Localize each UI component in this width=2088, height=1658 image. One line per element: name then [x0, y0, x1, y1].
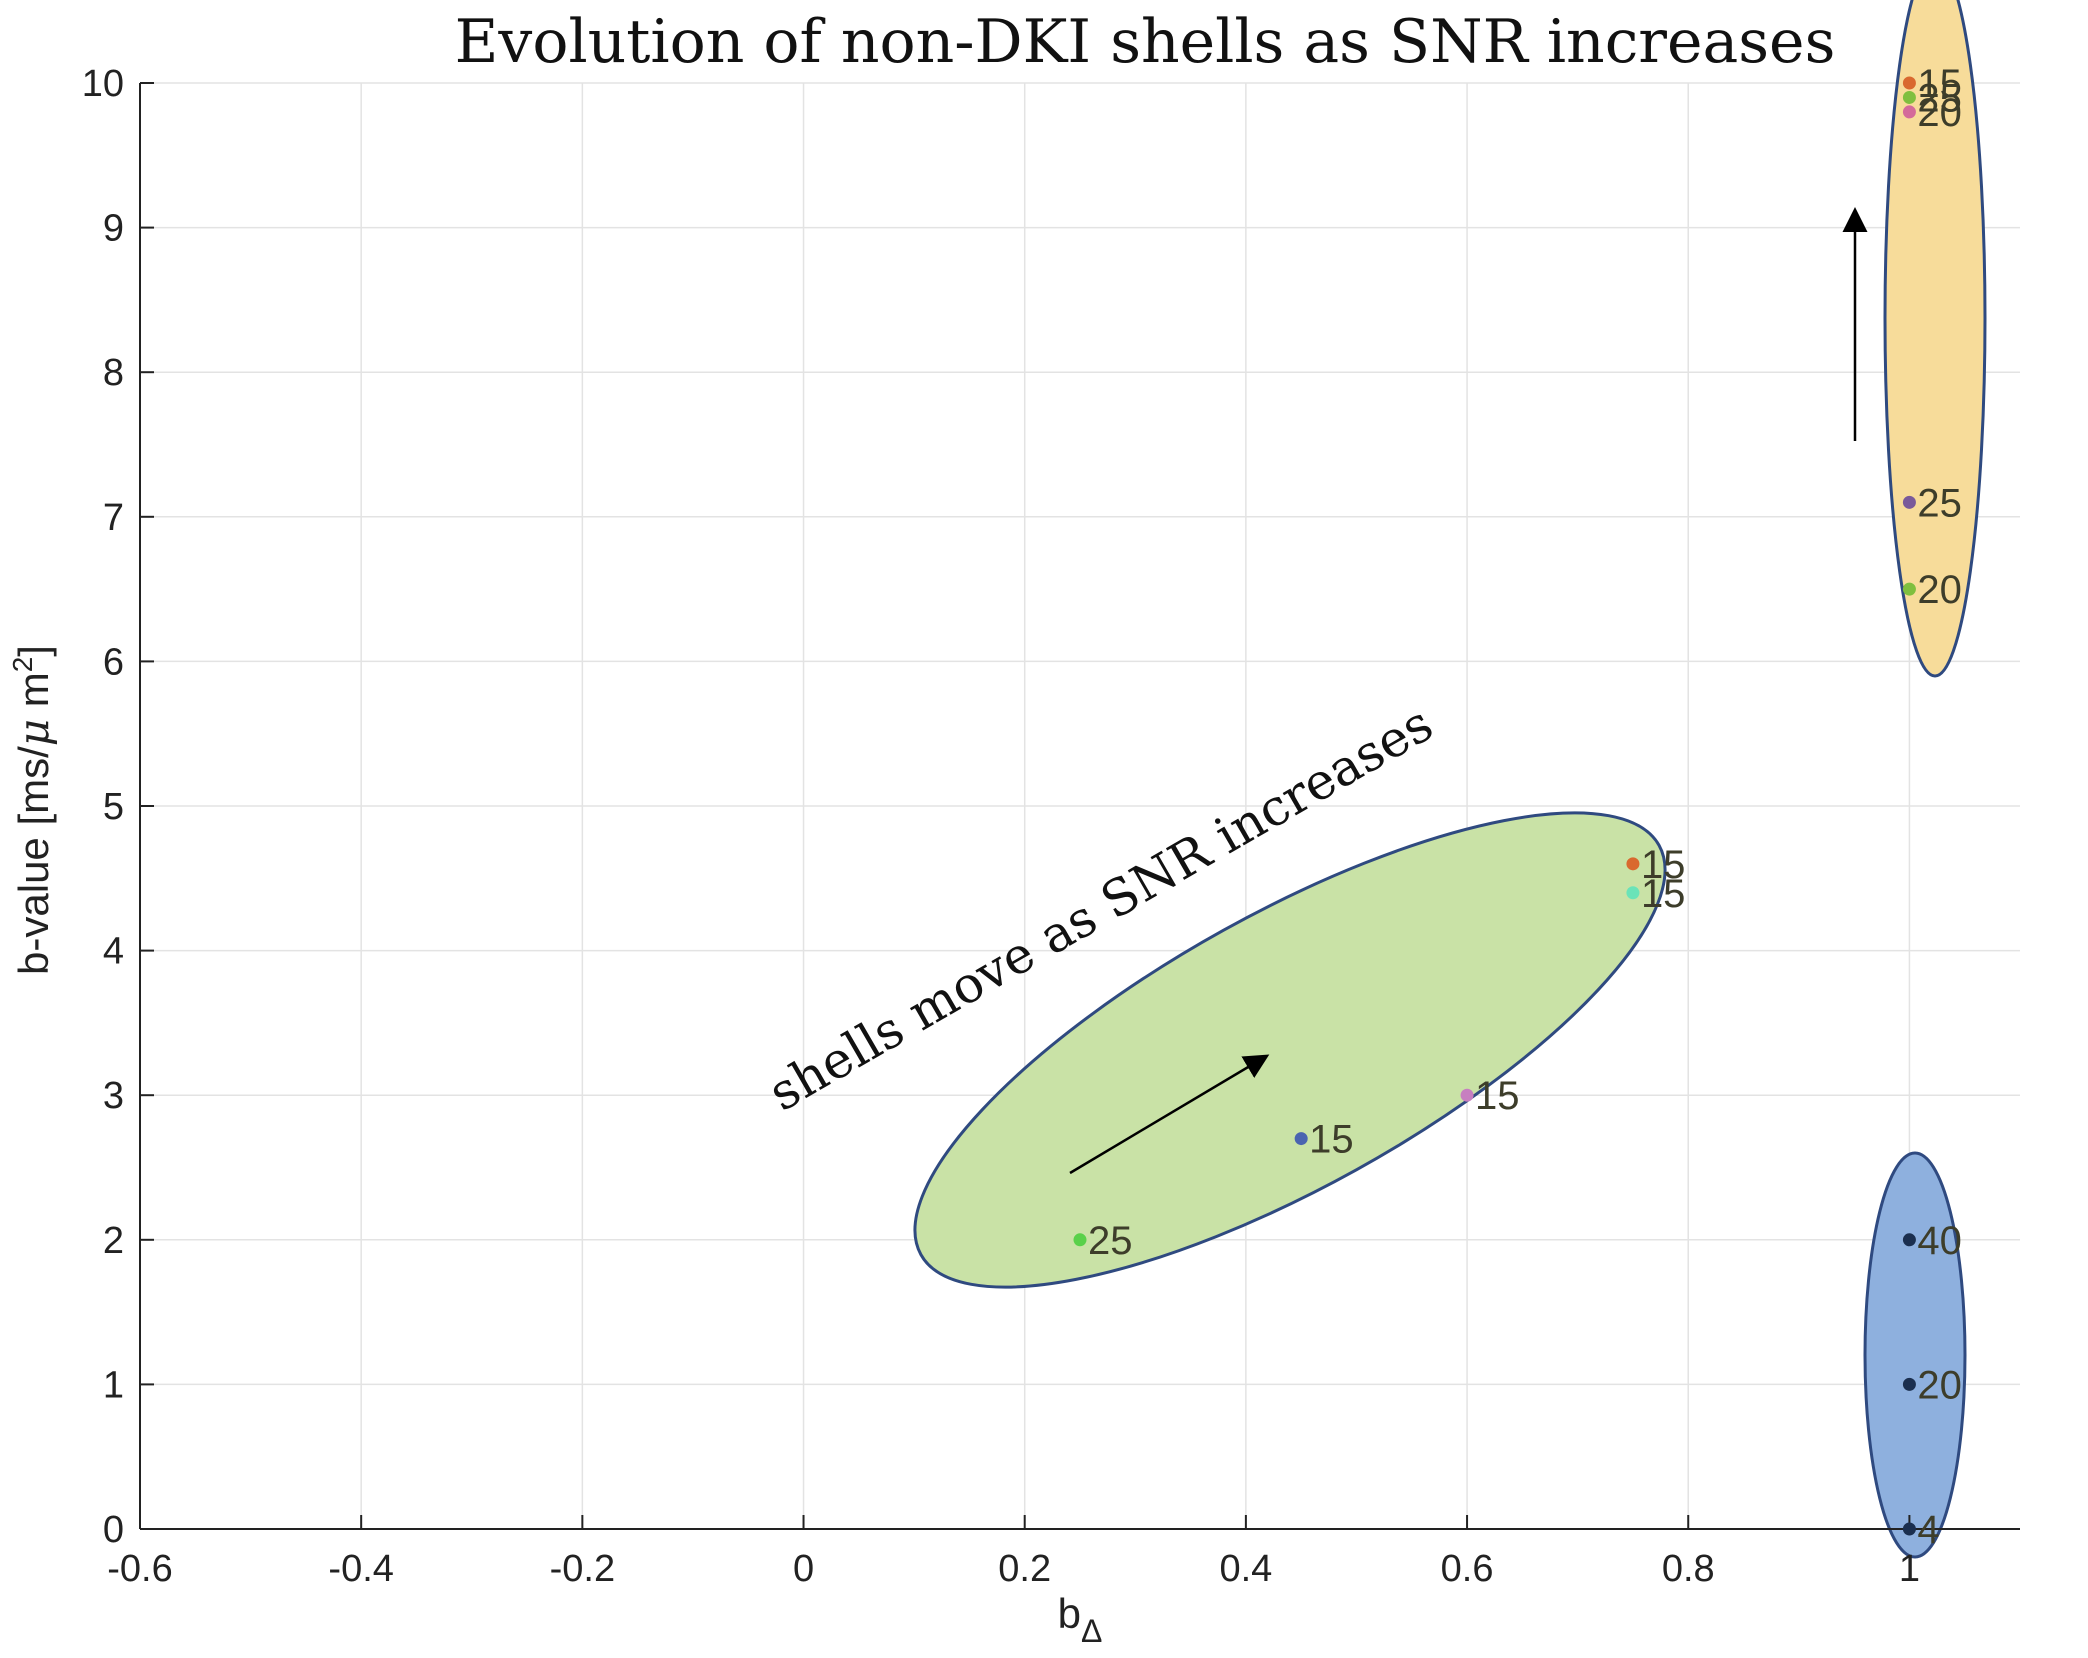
data-point-label: 20 [1917, 1363, 1962, 1407]
data-point [1902, 90, 1916, 104]
data-point [1902, 1233, 1916, 1247]
y-axis-label-tail: m [10, 672, 57, 719]
x-tick-label: 1 [1899, 1548, 1920, 1590]
x-tick-label: 0 [793, 1548, 814, 1590]
data-point-label: 20 [1917, 568, 1962, 612]
x-axis-label-sub: Δ [1081, 1613, 1102, 1649]
x-tick-label: 0.8 [1662, 1548, 1715, 1590]
y-tick-label: 3 [103, 1075, 124, 1117]
y-axis-label-sup: 2 [7, 657, 38, 673]
data-point-label: 15 [1309, 1118, 1354, 1162]
y-tick-label: 0 [103, 1509, 124, 1551]
x-tick-label: 0.4 [1219, 1548, 1272, 1590]
y-tick-label: 5 [103, 786, 124, 828]
y-tick-label: 2 [103, 1220, 124, 1262]
diagonal-arrow [1069, 1054, 1270, 1175]
grid [139, 82, 2020, 1530]
data-point-label: 25 [1917, 76, 1962, 120]
data-point [1902, 76, 1916, 90]
x-tick-label: 0.2 [998, 1548, 1051, 1590]
data-point [1902, 495, 1916, 509]
y-tick-label: 7 [103, 497, 124, 539]
data-point-label: 15 [1641, 872, 1686, 916]
y-axis-label-main: b-value [ms/ [10, 746, 57, 975]
data-point [1073, 1233, 1087, 1247]
x-tick-label: -0.6 [107, 1548, 172, 1590]
data-point-label: 4 [1917, 1508, 1939, 1552]
y-axis-label-mu: μ [9, 719, 58, 746]
y-tick-label: 8 [103, 352, 124, 394]
data-point-label: 15 [1475, 1074, 1520, 1118]
data-point-label: 25 [1088, 1219, 1133, 1263]
data-point [1294, 1132, 1308, 1146]
data-point [1902, 1522, 1916, 1536]
y-axis-label-close: ] [10, 645, 57, 657]
x-axis-label-main: b [1058, 1590, 1081, 1637]
y-axis-label: b-value [ms/μ m2] [7, 645, 58, 975]
data-point [1626, 886, 1640, 900]
x-tick-label: -0.2 [550, 1548, 615, 1590]
x-axis-label: bΔ [1058, 1590, 1103, 1649]
blue-cluster-ellipse [1863, 1151, 1967, 1559]
data-point [1460, 1088, 1474, 1102]
data-point-label: 25 [1917, 481, 1962, 525]
y-tick-label: 10 [82, 63, 124, 105]
y-tick-label: 6 [103, 641, 124, 683]
data-point-label: 20 [1917, 91, 1962, 135]
x-tick-label: -0.4 [328, 1548, 393, 1590]
data-point-label: 15 [1917, 62, 1962, 106]
chart-title: Evolution of non-DKI shells as SNR incre… [455, 7, 1836, 77]
y-tick-label: 9 [103, 208, 124, 250]
data-point [1626, 857, 1640, 871]
data-point [1902, 105, 1916, 119]
data-point [1902, 582, 1916, 596]
data-point-label: 40 [1917, 1219, 1962, 1263]
y-tick-label: 1 [103, 1364, 124, 1406]
x-tick-label: 0.6 [1441, 1548, 1494, 1590]
data-point [1902, 1377, 1916, 1391]
green-cluster-ellipse [913, 811, 1667, 1289]
data-point-label: 15 [1641, 843, 1686, 887]
y-tick-label: 4 [103, 931, 124, 973]
